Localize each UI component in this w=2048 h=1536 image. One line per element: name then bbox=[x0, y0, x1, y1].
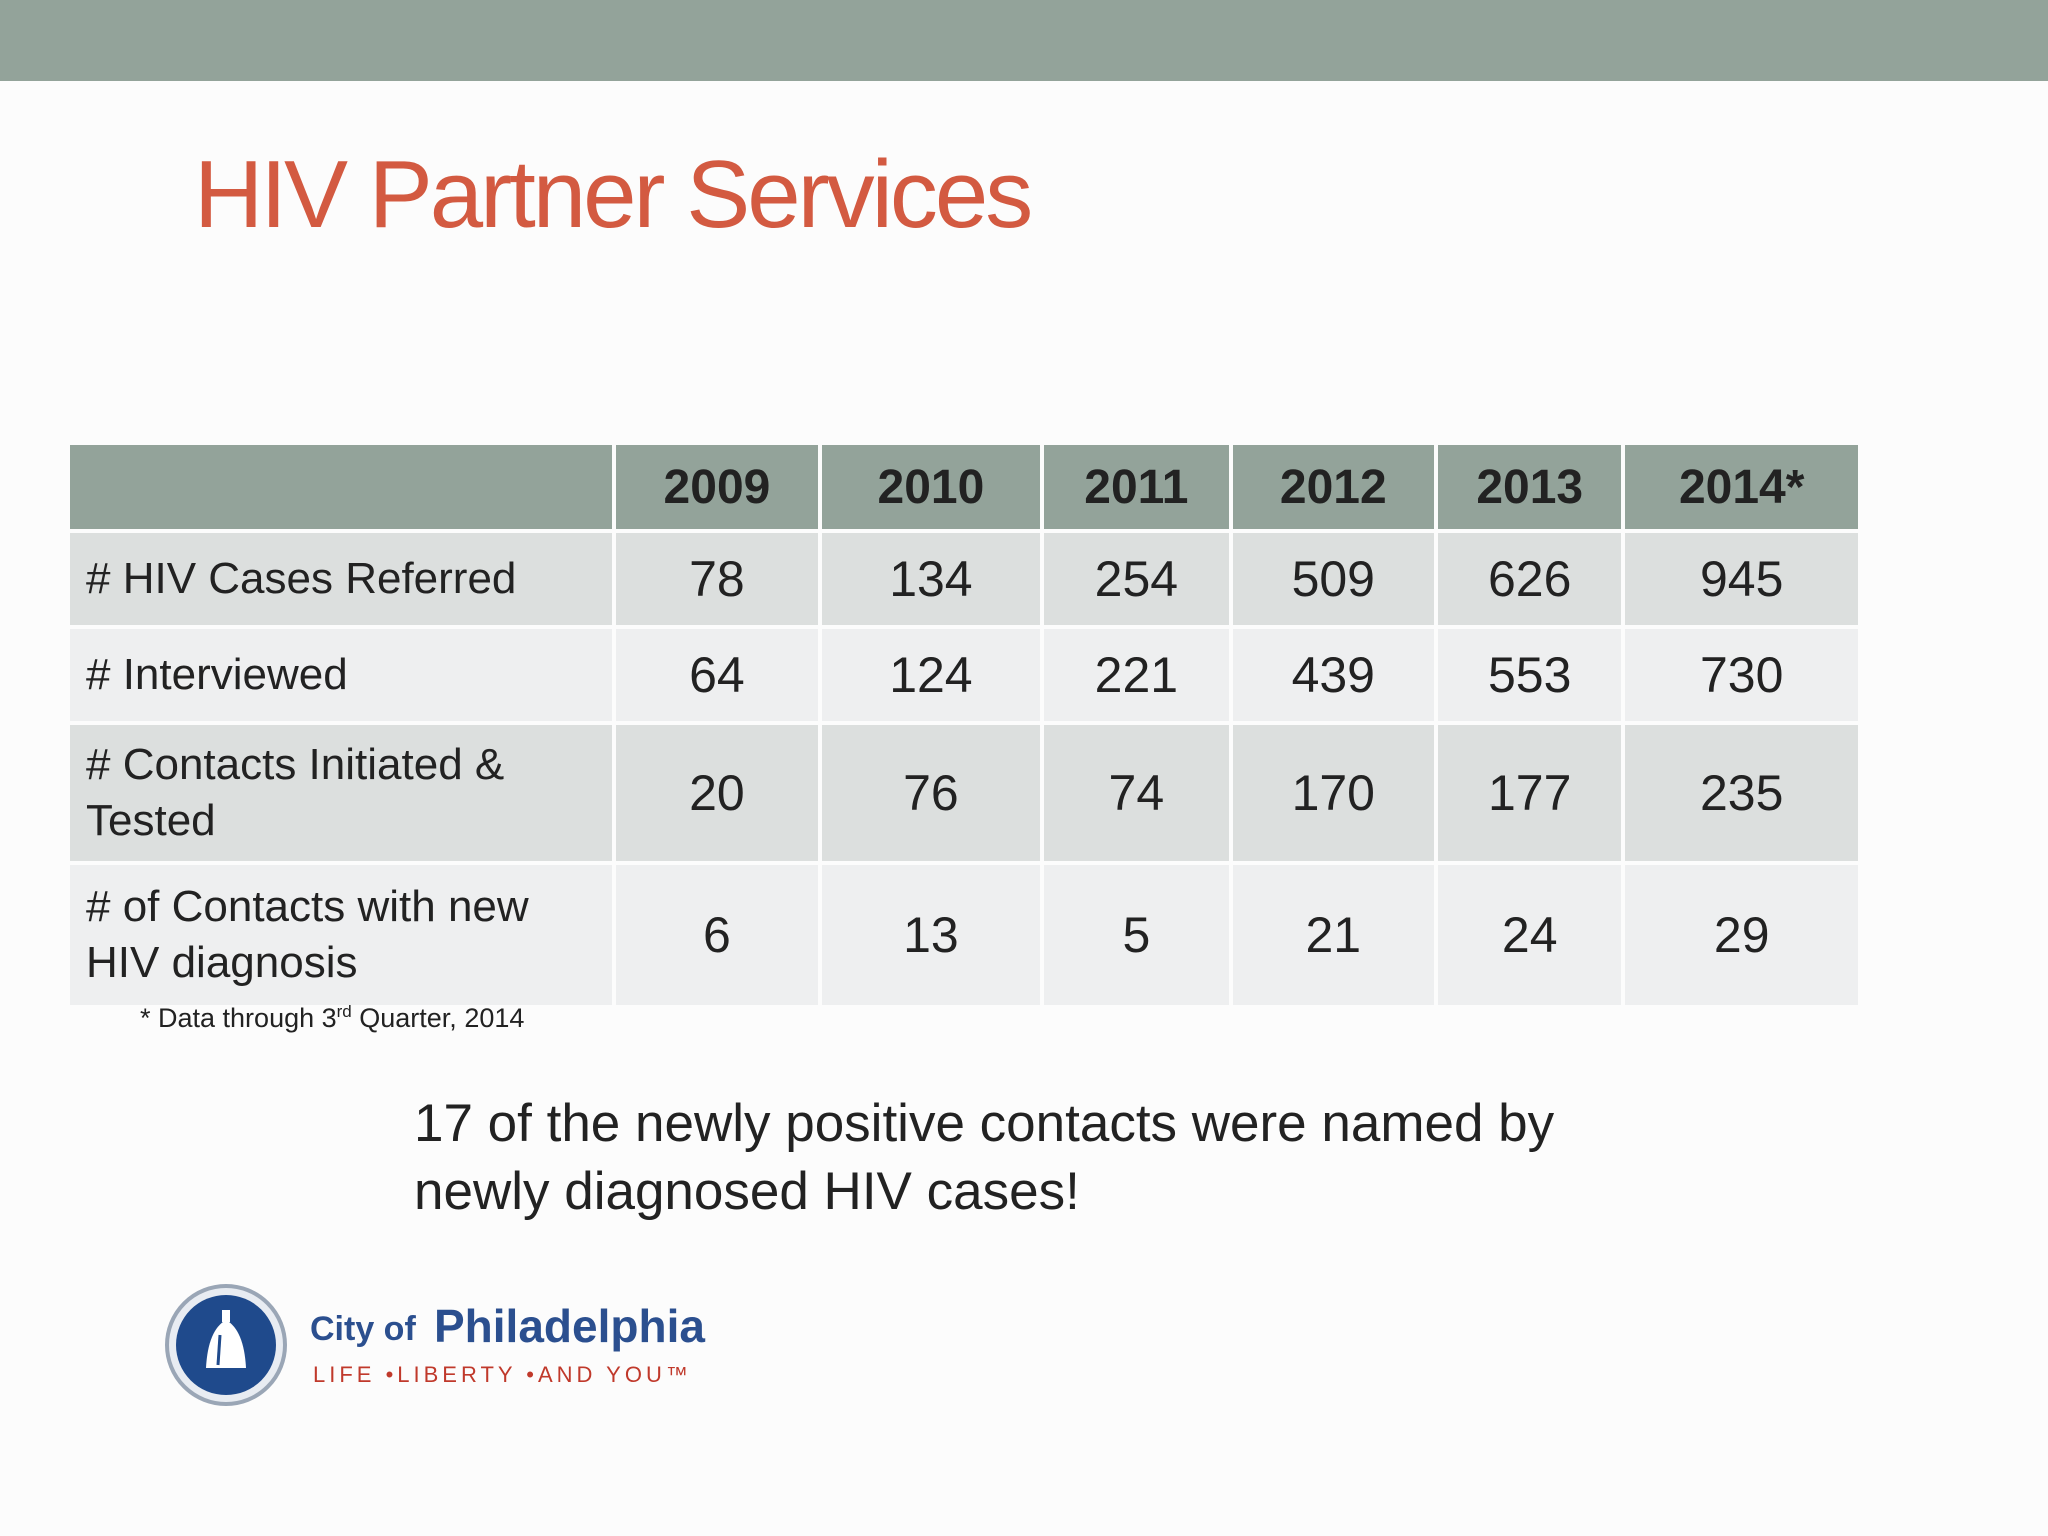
table-cell: 626 bbox=[1438, 533, 1622, 625]
table-cell: 76 bbox=[821, 725, 1041, 861]
logo-tagline: LIFE •LIBERTY •AND YOU™ bbox=[313, 1362, 692, 1387]
column-header: 2010 bbox=[821, 445, 1041, 529]
footnote-superscript: rd bbox=[336, 1002, 352, 1021]
column-header: 2012 bbox=[1232, 445, 1435, 529]
table-cell: 254 bbox=[1044, 533, 1229, 625]
table-cell: 553 bbox=[1438, 629, 1622, 721]
table-cell: 730 bbox=[1625, 629, 1858, 721]
table-cell: 20 bbox=[616, 725, 818, 861]
table-cell: 509 bbox=[1232, 533, 1435, 625]
table-cell: 177 bbox=[1438, 725, 1622, 861]
table-cell: 24 bbox=[1438, 865, 1622, 1005]
column-header: 2011 bbox=[1044, 445, 1229, 529]
logo-bell-top bbox=[222, 1310, 230, 1322]
row-label: # of Contacts with new HIV diagnosis bbox=[70, 865, 613, 1005]
table-cell: 13 bbox=[821, 865, 1041, 1005]
table-cell: 439 bbox=[1232, 629, 1435, 721]
row-label: # Interviewed bbox=[70, 629, 613, 721]
column-header: 2013 bbox=[1438, 445, 1622, 529]
table-row: # HIV Cases Referred 78 134 254 509 626 945 bbox=[70, 533, 1858, 625]
column-header: 2009 bbox=[616, 445, 818, 529]
footnote-text: Quarter, 2014 bbox=[351, 1003, 525, 1033]
table-cell: 124 bbox=[821, 629, 1041, 721]
logo-bell bbox=[206, 1320, 246, 1368]
table-cell: 21 bbox=[1232, 865, 1435, 1005]
table-cell: 6 bbox=[616, 865, 818, 1005]
table-cell: 945 bbox=[1625, 533, 1858, 625]
header-row: 2009 2010 2011 2012 2013 2014* bbox=[70, 445, 1858, 529]
table-cell: 78 bbox=[616, 533, 818, 625]
header-corner bbox=[70, 445, 613, 529]
table-row: # of Contacts with new HIV diagnosis 6 13 5… bbox=[70, 865, 1858, 1005]
logo: City of Philadelphia LIFE •LIBERTY •AND … bbox=[165, 1284, 705, 1406]
logo-city-of: City of bbox=[310, 1310, 416, 1348]
row-label: # Contacts Initiated & Tested bbox=[70, 725, 613, 861]
row-label: # HIV Cases Referred bbox=[70, 533, 613, 625]
data-table: 2009 2010 2011 2012 2013 2014* # HIV Cases Re… bbox=[66, 441, 1862, 1009]
table-cell: 29 bbox=[1625, 865, 1858, 1005]
table-cell: 134 bbox=[821, 533, 1041, 625]
table-cell: 170 bbox=[1232, 725, 1435, 861]
table-cell: 64 bbox=[616, 629, 818, 721]
logo-crack bbox=[216, 1334, 222, 1366]
footnote: * Data through 3rd Quarter, 2014 bbox=[140, 1002, 524, 1034]
footnote-text: * Data through 3 bbox=[140, 1003, 337, 1033]
table-cell: 5 bbox=[1044, 865, 1229, 1005]
table-cell: 221 bbox=[1044, 629, 1229, 721]
column-header: 2014* bbox=[1625, 445, 1858, 529]
logo-name: Philadelphia bbox=[434, 1300, 705, 1352]
table-cell: 235 bbox=[1625, 725, 1858, 861]
table-cell: 74 bbox=[1044, 725, 1229, 861]
top-bar bbox=[0, 0, 2048, 81]
slide-title: HIV Partner Services bbox=[194, 141, 1033, 248]
table-row: # Contacts Initiated & Tested 20 76 74 170 17… bbox=[70, 725, 1858, 861]
table-row: # Interviewed 64 124 221 439 553 730 bbox=[70, 629, 1858, 721]
callout: 17 of the newly positive contacts were n… bbox=[414, 1094, 1555, 1221]
